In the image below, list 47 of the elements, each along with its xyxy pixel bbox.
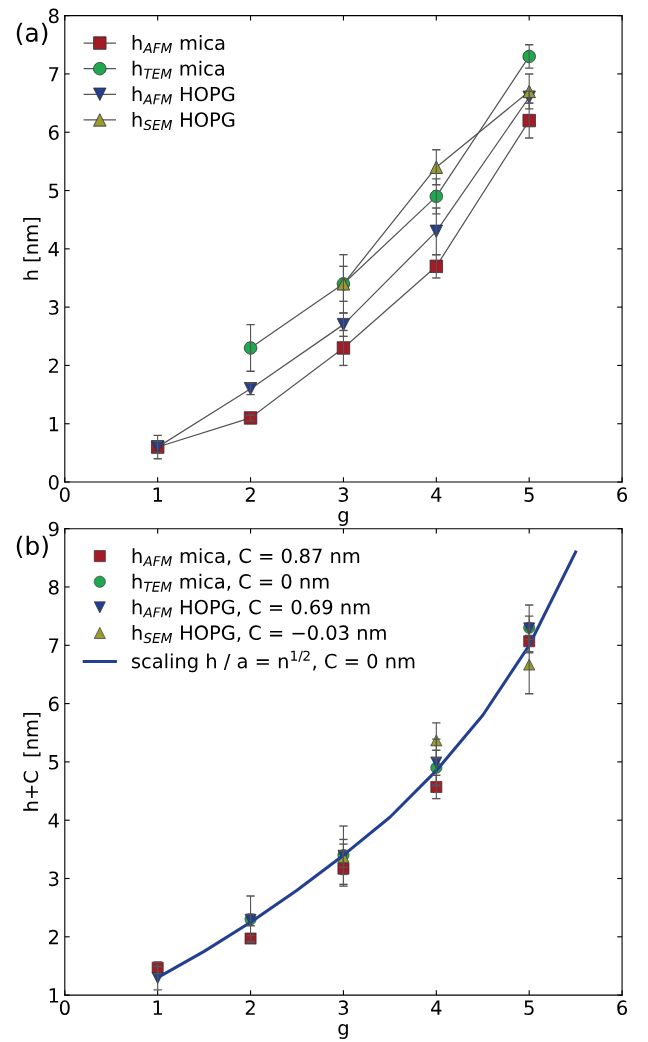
text: (b): [16, 535, 48, 558]
y-tick-label: 1: [49, 416, 59, 432]
y-tick-label: 7: [49, 67, 59, 82]
x-tick-label: 4: [431, 487, 442, 502]
legend-label: h$_{AFM}$ HOPG: [132, 86, 235, 105]
legend-label: scaling h / a = n$^{1/2}$, C = 0 nm: [131, 650, 415, 673]
legend-label: h$_{TEM}$ mica, C = 0 nm: [132, 573, 329, 592]
legend-label: h$_{AFM}$ HOPG, C = 0.69 nm: [132, 599, 370, 618]
y-tick-label: 6: [48, 696, 59, 712]
y-tick-label: 1: [49, 988, 59, 1003]
y-tick-label: 0: [48, 475, 59, 490]
x-tick-label: 2: [245, 487, 255, 502]
legend-label: h$_{AFM}$ mica: [132, 35, 225, 54]
legend-label: h$_{TEM}$ mica: [132, 60, 224, 79]
y-tick-label: 6: [48, 125, 59, 140]
y-axis-title: h [nm]: [23, 218, 41, 280]
y-tick-label: 4: [48, 813, 59, 828]
y-tick-label: 3: [49, 871, 59, 887]
x-tick-label: 3: [338, 487, 349, 502]
x-tick-label: 0: [59, 1000, 70, 1016]
x-tick-label: 2: [245, 1000, 255, 1015]
x-tick-label: 5: [524, 487, 534, 502]
x-tick-label: 4: [431, 1000, 442, 1015]
y-tick-label: 5: [49, 183, 59, 199]
y-tick-label: 7: [49, 638, 59, 653]
x-tick-label: 6: [617, 1000, 628, 1016]
y-tick-label: 8: [48, 579, 59, 595]
y-tick-label: 5: [49, 755, 59, 770]
x-tick-label: 3: [338, 1000, 349, 1016]
legend-label: h$_{SEM}$ HOPG: [132, 111, 235, 131]
x-tick-label: 0: [59, 487, 70, 502]
y-tick-label: 4: [48, 242, 59, 257]
y-tick-label: 3: [49, 300, 59, 315]
y-tick-label: 9: [48, 521, 59, 537]
x-tick-label: 5: [524, 1000, 534, 1016]
text: (a): [16, 22, 48, 45]
y-tick-label: 8: [48, 8, 59, 24]
x-axis-title: g: [338, 511, 348, 526]
y-axis-title: h+C [nm]: [23, 713, 41, 811]
y-tick-label: 2: [48, 929, 58, 945]
x-tick-label: 1: [153, 487, 163, 502]
y-tick-label: 2: [48, 358, 58, 373]
legend-label: h$_{AFM}$ mica, C = 0.87 nm: [132, 548, 360, 567]
x-tick-label: 1: [153, 1000, 163, 1015]
legend-label: h$_{SEM}$ HOPG, C = −0.03 nm: [132, 625, 386, 644]
x-axis-title: g: [338, 1024, 348, 1039]
x-tick-label: 6: [617, 487, 628, 502]
